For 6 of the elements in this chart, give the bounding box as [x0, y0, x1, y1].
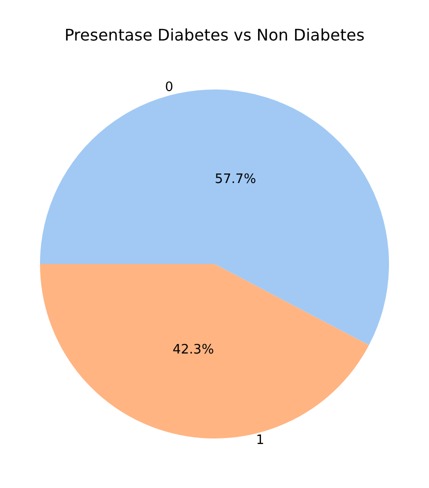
chart-title: Presentase Diabetes vs Non Diabetes: [64, 25, 365, 44]
data-label: 42.3%: [172, 342, 214, 358]
pie-slice: [40, 90, 389, 346]
data-label: 57.7%: [214, 172, 256, 187]
slice-label: 0: [165, 80, 174, 95]
slice-label: 1: [256, 433, 264, 448]
